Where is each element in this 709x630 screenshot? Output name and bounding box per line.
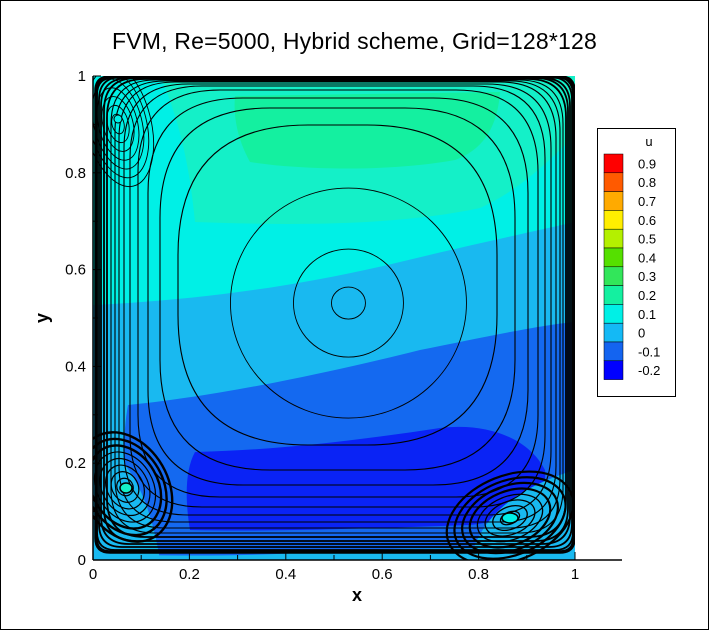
- x-tick-label: 0.4: [275, 566, 296, 583]
- streamline-br-4: [468, 487, 552, 549]
- streamline-bl-4: [93, 451, 157, 523]
- x-tick-label: 1: [571, 566, 579, 583]
- legend-swatch: [603, 153, 624, 174]
- streamline-br-6: [453, 476, 567, 560]
- streamline-bl-1: [110, 471, 140, 503]
- x-tick-label: 0.2: [179, 566, 200, 583]
- y-tick-label: 0.4: [65, 358, 86, 375]
- streamline-inner-0: [331, 286, 366, 320]
- y-tick-label: 0.2: [65, 455, 86, 472]
- streamline-br-core: [501, 512, 519, 524]
- streamline-br-5: [461, 481, 559, 555]
- streamline-bl-5: [93, 444, 163, 530]
- legend-swatch: [603, 341, 624, 362]
- streamline-boundary: [94, 76, 575, 554]
- legend-label: 0.2: [638, 288, 656, 303]
- streamline-loop-2: [147, 97, 529, 486]
- legend-swatch: [603, 322, 624, 343]
- streamline-loop-9: [106, 78, 567, 538]
- legend-label: -0.1: [638, 344, 660, 359]
- y-axis-label: y: [32, 313, 52, 323]
- legend-swatch: [603, 304, 624, 324]
- band-neg0.2: [186, 426, 546, 531]
- x-axis-label: x: [352, 585, 362, 605]
- streamline-br-1: [492, 504, 528, 532]
- legend-label: 0.3: [638, 269, 656, 284]
- streamline-bl-6: [93, 437, 168, 537]
- streamline-tl-4: [93, 78, 145, 170]
- x-tick-label: 0.8: [468, 566, 489, 583]
- streamline-bl-3: [99, 457, 151, 517]
- streamline-loop-1: [159, 107, 516, 471]
- legend-swatch: [603, 191, 624, 211]
- legend: u 0.9 0.8 0.7 0.6 0.5 0.4 0.3 0.2 0.1 0 -0.1 -0.2: [597, 128, 676, 397]
- streamline-loop-12: [98, 76, 573, 548]
- legend-swatch: [603, 172, 624, 192]
- streamline-bl-0: [116, 477, 134, 497]
- legend-label: 0.7: [638, 194, 656, 209]
- band-0.3: [234, 92, 501, 169]
- legend-label: -0.2: [638, 363, 660, 378]
- legend-label: 0.4: [638, 250, 656, 265]
- y-tick-label: 0.8: [65, 165, 86, 182]
- x-tick-label: 0.6: [372, 566, 393, 583]
- streamline-loop-6: [118, 81, 557, 523]
- legend-label: 0.5: [638, 232, 656, 247]
- streamline-tl-1: [106, 104, 130, 144]
- y-tick-label: 0.6: [65, 262, 86, 279]
- streamline-br-7: [445, 470, 575, 560]
- streamline-loop-7: [114, 80, 561, 529]
- streamline-tl-2: [101, 96, 135, 152]
- streamline-tl-6: [93, 76, 155, 188]
- streamline-tl-0: [111, 113, 125, 135]
- x-tick-label: 0: [89, 566, 97, 583]
- streamline-tl-3: [96, 87, 140, 161]
- streamline-br-3: [476, 493, 544, 543]
- chart-title: FVM, Re=5000, Hybrid scheme, Grid=128*12…: [111, 28, 598, 54]
- legend-swatch: [603, 247, 624, 268]
- legend-label: 0.9: [638, 156, 656, 171]
- legend-label: 0.8: [638, 175, 656, 190]
- streamline-inner-2: [230, 187, 467, 419]
- legend-title: u: [645, 134, 652, 149]
- streamline-bl-core: [119, 482, 133, 494]
- legend-swatches: u 0.9 0.8 0.7 0.6 0.5 0.4 0.3 0.2 0.1 0 -0.1 -0.2: [603, 134, 660, 380]
- streamline-bl-2: [105, 464, 145, 510]
- streamline-bl-7: [93, 431, 174, 543]
- legend-swatch: [603, 210, 624, 230]
- streamline-loop-4: [129, 85, 546, 508]
- streamline-loop-0: [177, 124, 498, 446]
- legend-swatch: [603, 360, 624, 380]
- legend-label: 0.1: [638, 307, 656, 322]
- streamline-tl-5: [93, 76, 150, 179]
- legend-swatch: [603, 228, 624, 249]
- legend-swatch: [603, 285, 624, 305]
- streamline-tl-core: [113, 114, 123, 124]
- streamline-loop-8: [110, 79, 564, 534]
- streamline-br-2: [484, 499, 536, 537]
- legend-swatch: [603, 266, 624, 286]
- legend-label: 0: [638, 326, 645, 341]
- streamline-inner-1: [293, 248, 404, 358]
- y-tick-label: 1: [78, 68, 86, 85]
- legend-label: 0.6: [638, 213, 656, 228]
- y-tick-label: 0: [78, 552, 86, 569]
